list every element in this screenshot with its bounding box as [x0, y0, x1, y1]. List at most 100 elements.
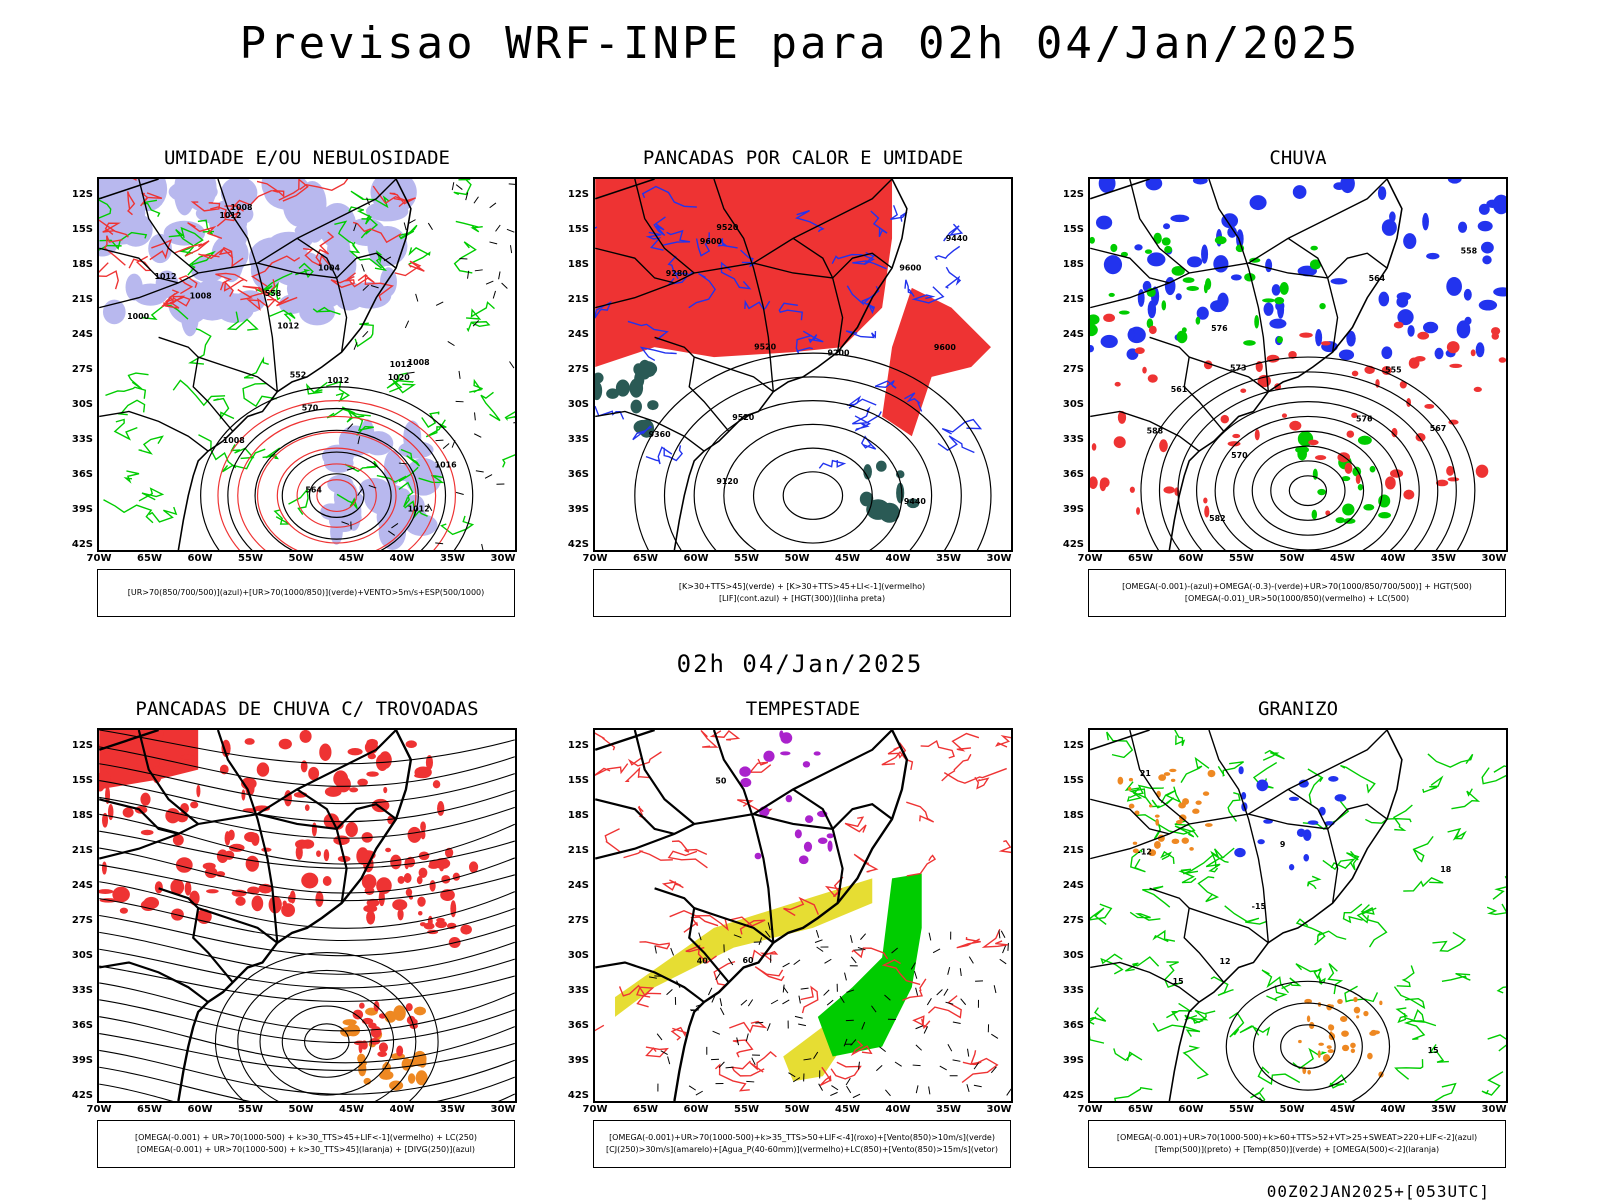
contour-label: 9600	[934, 343, 957, 352]
thunderstorm-area-red	[348, 748, 363, 755]
temp-850-contour	[1323, 859, 1354, 869]
wind-vector	[771, 1000, 778, 1004]
rain-area-blue	[1493, 287, 1506, 296]
contour-label: 9440	[904, 497, 927, 506]
thunderstorm-area-red	[108, 804, 113, 820]
wind-vector	[827, 1000, 833, 1005]
thunderstorm-area-red	[353, 1010, 364, 1020]
geopotential-contour	[1141, 357, 1475, 550]
wind-vector	[783, 963, 790, 967]
country-border	[595, 799, 674, 834]
contour-label: 9	[1280, 840, 1286, 849]
temp-850-contour	[1365, 819, 1411, 824]
rain-area-blue	[1269, 319, 1286, 329]
thunderstorm-area-orange	[414, 1007, 426, 1016]
hail-area-blue	[1335, 794, 1347, 801]
wind-vector	[817, 947, 824, 952]
rain-area-red	[1474, 387, 1482, 392]
wind-vector	[404, 223, 406, 231]
country-border	[1150, 888, 1224, 982]
longitude-tick: 35W	[1431, 1104, 1456, 1115]
contour-label: 576	[1211, 324, 1228, 333]
hail-area-blue	[1238, 766, 1243, 774]
longitude-tick: 65W	[137, 553, 162, 564]
wind-vector	[879, 1047, 885, 1052]
longitude-tick: 45W	[1330, 1104, 1355, 1115]
severe-area-purple	[827, 833, 834, 838]
latitude-tick: 30S	[1063, 950, 1084, 961]
temp-850-contour	[1308, 769, 1323, 804]
contour-label: 1012	[219, 211, 241, 220]
severe-area-purple	[818, 838, 828, 844]
humidity-contour-green	[466, 302, 494, 319]
longitude-tick: 40W	[886, 1104, 911, 1115]
thunderstorm-area-red	[300, 730, 312, 743]
thunderstorm-area-red	[319, 743, 331, 761]
panel-title: UMIDADE E/OU NEBULOSIDADE	[97, 147, 517, 169]
temp-850-contour	[1329, 963, 1342, 994]
map-frame	[97, 728, 517, 1103]
longitude-tick: 45W	[339, 1104, 364, 1115]
rain-area-red	[1232, 434, 1240, 438]
temp-850-contour	[1175, 826, 1198, 837]
severe-area-purple	[739, 767, 751, 777]
omega-area-orange	[1189, 847, 1194, 851]
country-border	[1090, 411, 1199, 451]
rain-area-blue	[1147, 252, 1165, 266]
wind-vector	[933, 949, 940, 953]
omega-area-orange	[1379, 1001, 1382, 1006]
wind-vector	[782, 1000, 789, 1004]
rain-area-green	[1280, 282, 1289, 295]
panel-title: PANCADAS DE CHUVA C/ TROVOADAS	[97, 698, 517, 720]
wind-vector	[486, 281, 493, 284]
weather-map: 9600960095209440936092809200912095209440…	[595, 179, 1011, 550]
temp-850-contour	[1421, 1084, 1456, 1101]
hail-area-blue	[1289, 864, 1294, 870]
precipitable-water-contour	[732, 1061, 764, 1076]
panel-legend: [OMEGA(-0.001)+UR>70(1000-500)+k>60+TTS>…	[1088, 1120, 1506, 1168]
rain-area-red	[1356, 474, 1361, 484]
wind-vector	[845, 973, 847, 981]
lifted-index-contour	[946, 267, 960, 288]
geopotential-contour	[635, 353, 991, 550]
wind-vector	[969, 957, 973, 964]
omega-area-orange	[1307, 1070, 1311, 1075]
country-border	[1209, 179, 1268, 392]
severe-area-purple	[786, 795, 793, 802]
latitude-tick: 27S	[1063, 364, 1084, 375]
thunderstorm-area-red	[408, 827, 422, 843]
thunderstorm-area-red	[385, 848, 391, 852]
wind-vector	[940, 1066, 947, 1070]
wind-vector	[363, 331, 368, 337]
wind-vector	[927, 998, 931, 1005]
rain-area-red	[1403, 490, 1414, 500]
rain-area-red	[1100, 477, 1110, 487]
omega-area-orange	[1356, 1015, 1359, 1018]
longitude-tick: 60W	[1179, 1104, 1204, 1115]
latitude-tick: 21S	[1063, 294, 1084, 305]
longitude-tick: 55W	[238, 553, 263, 564]
omega-area-orange	[1318, 1050, 1321, 1058]
omega-area-orange	[1195, 800, 1201, 804]
thunderstorm-area-red	[366, 771, 378, 776]
rain-area-red	[1315, 455, 1326, 460]
thunderstorm-area-red	[357, 779, 368, 786]
wind-vector	[671, 948, 674, 955]
streamline	[99, 1034, 515, 1071]
latitude-tick: 36S	[1063, 1020, 1084, 1031]
contour-label: 582	[1209, 514, 1226, 523]
contour-label: 564	[305, 485, 322, 494]
precipitable-water-contour	[595, 764, 628, 776]
streamline	[99, 916, 515, 956]
latitude-tick: 24S	[72, 880, 93, 891]
legend-line: [CJ(250)>30m/s](amarelo)+[Agua_P(40-60mm…	[606, 1144, 998, 1156]
country-border	[198, 357, 277, 392]
longitude-tick: 65W	[633, 1104, 658, 1115]
rain-area-blue	[1264, 302, 1274, 315]
legend-line: [OMEGA(-0.001)+UR>70(1000-500)+k>60+TTS>…	[1117, 1132, 1477, 1144]
wind-vector	[991, 1034, 998, 1038]
precipitable-water-contour	[997, 736, 1011, 748]
